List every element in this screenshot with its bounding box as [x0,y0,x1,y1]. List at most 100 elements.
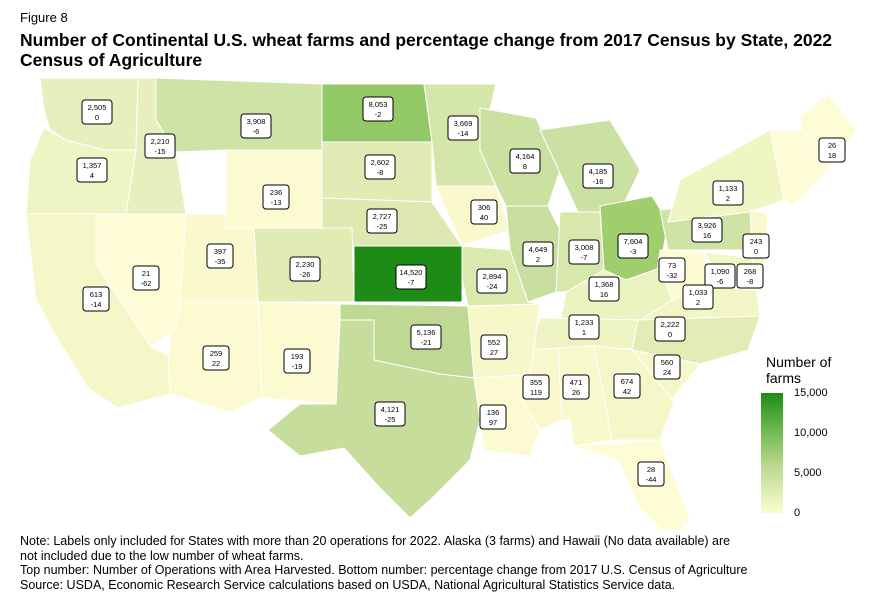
state-label-box [144,133,176,159]
state-label-oh: 7,604-3 [617,233,649,259]
state-label-ok: 5,136-21 [410,324,442,350]
state-farm-count: 3,669 [454,119,473,128]
state-label-nd: 8,053-2 [362,96,394,122]
state-shape-fl [573,439,691,530]
state-label-box [637,461,665,487]
state-farm-count: 397 [214,247,227,256]
state-farm-count: 243 [750,237,763,246]
state-label-box [447,115,479,141]
state-shape-mt [155,77,323,153]
state-pct-change: 0 [754,247,758,256]
state-pct-change: -7 [408,278,415,287]
state-label-box [132,265,160,291]
state-farm-count: 4,649 [529,245,548,254]
state-pct-change: 26 [572,388,580,397]
state-farm-count: 259 [210,349,223,358]
state-label-box [653,354,681,380]
state-farm-count: 7,604 [624,237,643,246]
state-label-box [364,154,396,180]
state-pct-change: -32 [667,271,678,280]
state-farm-count: 1,033 [689,288,708,297]
note-line-2: not included due to the low number of wh… [20,548,304,563]
state-label-box [588,276,620,302]
state-farm-count: 674 [621,377,634,386]
state-label-box [202,345,230,371]
state-pct-change: 1 [582,328,586,337]
state-farm-count: 3,926 [698,221,717,230]
state-label-md: 1,090-6 [704,263,736,289]
state-farm-count: 2,727 [373,212,392,221]
state-label-in: 3,008-7 [568,239,600,265]
state-label-box [658,257,686,283]
legend-tick-15000: 15,000 [794,387,828,399]
state-label-wv: 73-32 [658,257,686,283]
state-label-box [818,137,846,163]
state-label-ks: 14,520-7 [395,264,427,290]
state-farm-count: 1,133 [719,184,738,193]
state-pct-change: -16 [593,177,604,186]
state-farm-count: 4,185 [589,167,608,176]
state-pct-change: -19 [292,362,303,371]
state-pct-change: 40 [480,213,488,222]
state-farm-count: 2,222 [661,320,680,329]
state-label-box [480,334,508,360]
state-label-box [613,373,641,399]
state-pct-change: 119 [530,388,542,397]
state-farm-count: 1,368 [595,280,614,289]
state-farm-count: 8,053 [369,100,388,109]
state-pct-change: 4 [90,171,94,180]
note-line-4: Source: USDA, Economic Research Service … [20,577,676,592]
state-farm-count: 1,090 [711,267,730,276]
state-label-de: 268-8 [736,263,764,289]
state-label-box [654,316,686,342]
map-notes: Note: Labels only included for States wi… [20,534,870,592]
state-label-box [617,233,649,259]
state-shape-ne-region [769,129,827,207]
state-pct-change: 18 [828,151,836,160]
state-pct-change: -13 [271,198,282,207]
state-farm-count: 193 [291,352,304,361]
state-farm-count: 5,136 [417,328,436,337]
state-label-nm: 193-19 [283,348,311,374]
state-farm-count: 3,008 [575,243,594,252]
state-shape-ny [667,129,785,223]
state-pct-change: -62 [141,279,152,288]
state-farm-count: 4,164 [516,152,535,161]
state-label-box [366,208,398,234]
legend-tick-5000: 5,000 [794,467,822,479]
state-label-box [76,157,108,183]
map-title: Number of Continental U.S. wheat farms a… [20,30,833,70]
state-farm-count: 1,233 [575,318,594,327]
state-label-box [736,263,764,289]
state-label-fl: 28-44 [637,461,665,487]
state-pct-change: -8 [747,277,754,286]
state-pct-change: 16 [600,290,608,299]
state-pct-change: 42 [623,387,631,396]
figure-label: Figure 8 [20,10,68,25]
state-label-wy: 236-13 [262,184,290,210]
state-farm-count: 268 [744,267,757,276]
state-pct-change: -24 [487,282,498,291]
state-label-box [691,217,723,243]
us-wheat-farms-map: 2,50501,35742,210-153,908-68,053-23,669-… [25,77,857,530]
state-farm-count: 21 [142,269,150,278]
state-label-box [479,404,507,430]
state-label-box [522,374,550,400]
state-label-box [582,163,614,189]
state-farm-count: 552 [488,338,501,347]
state-farm-count: 1,357 [83,161,102,170]
state-farm-count: 560 [661,358,674,367]
state-farm-count: 236 [270,188,283,197]
state-pct-change: -26 [300,270,311,279]
state-pct-change: -8 [377,168,384,177]
state-farm-count: 355 [530,378,543,387]
state-pct-change: -14 [458,129,469,138]
